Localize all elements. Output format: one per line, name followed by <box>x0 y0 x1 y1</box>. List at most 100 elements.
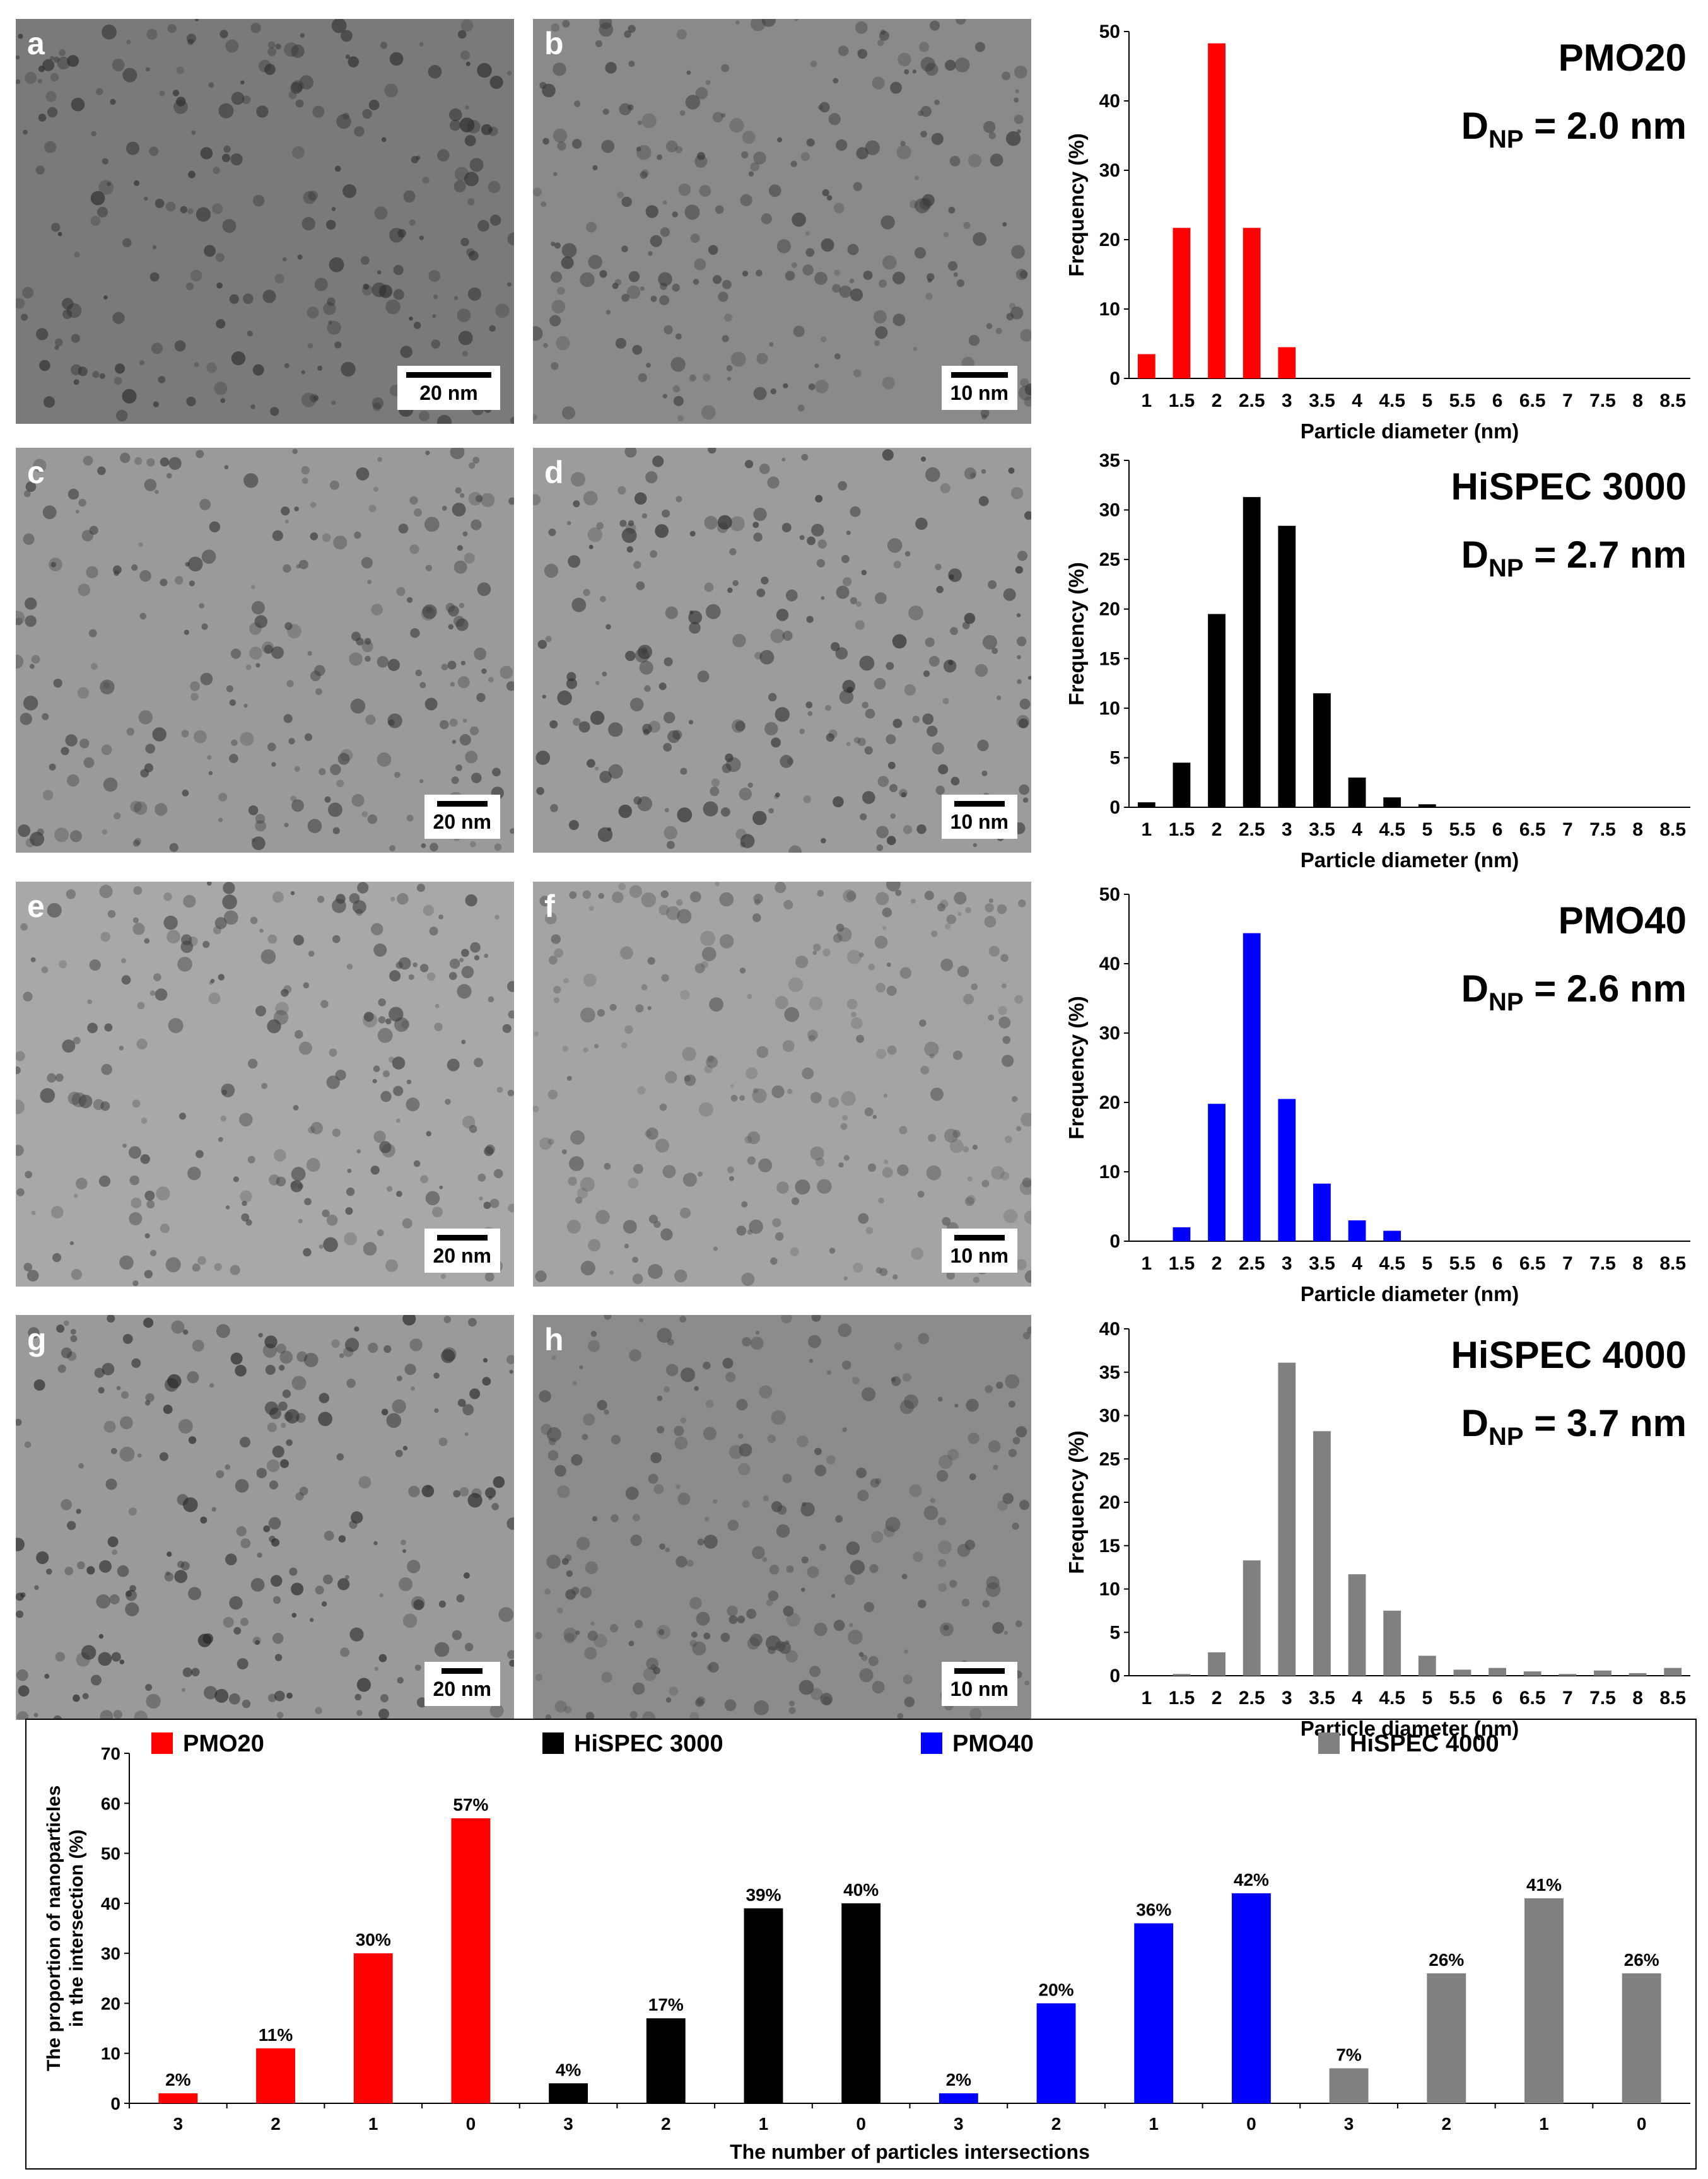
nanoparticle <box>402 1315 416 1326</box>
nanoparticle <box>557 1607 563 1614</box>
nanoparticle <box>563 978 569 984</box>
nanoparticle <box>167 24 177 33</box>
nanoparticle <box>247 1155 255 1164</box>
nanoparticle <box>839 285 852 298</box>
nanoparticle <box>453 1490 460 1498</box>
nanoparticle <box>810 61 817 67</box>
nanoparticle <box>920 456 927 462</box>
nanoparticle <box>152 727 167 742</box>
x-tick-label: 5 <box>1422 1688 1432 1709</box>
nanoparticle <box>30 663 35 669</box>
nanoparticle <box>293 935 304 946</box>
nanoparticle <box>605 310 611 315</box>
nanoparticle <box>428 270 441 282</box>
nanoparticle <box>438 1437 448 1446</box>
nanoparticle <box>966 1398 979 1412</box>
x-tick-label: 0 <box>1637 2114 1647 2134</box>
nanoparticle <box>103 1420 116 1433</box>
nanoparticle <box>826 1455 836 1465</box>
nanoparticle <box>808 1035 816 1042</box>
nanoparticle <box>1018 718 1029 728</box>
nanoparticle <box>937 1517 946 1526</box>
nanoparticle <box>700 931 715 946</box>
y-axis-label: Frequency (%) <box>1065 1430 1088 1574</box>
intersection-bar <box>256 2048 295 2103</box>
nanoparticle <box>432 314 436 318</box>
nanoparticle <box>319 1244 324 1249</box>
nanoparticle <box>291 1376 307 1391</box>
nanoparticle <box>657 1328 672 1343</box>
nanoparticle <box>449 108 462 122</box>
panel-label: e <box>27 889 45 924</box>
nanoparticle <box>666 906 681 920</box>
nanoparticle <box>392 1056 406 1070</box>
nanoparticle <box>188 170 196 178</box>
nanoparticle <box>677 909 692 924</box>
nanoparticle <box>260 949 276 964</box>
nanoparticle <box>561 243 577 259</box>
nanoparticle <box>831 642 840 651</box>
nanoparticle <box>61 1498 72 1510</box>
nanoparticle <box>753 151 766 165</box>
y-tick-label: 10 <box>1099 299 1120 320</box>
nanoparticle <box>971 983 978 990</box>
nanoparticle <box>535 1270 547 1282</box>
nanoparticle <box>851 1017 863 1029</box>
nanoparticle <box>100 932 111 942</box>
nanoparticle <box>720 807 730 817</box>
nanoparticle <box>345 1207 353 1215</box>
nanoparticle <box>419 682 426 689</box>
nanoparticle <box>483 1201 491 1209</box>
nanoparticle <box>33 1379 45 1391</box>
nanoparticle <box>347 1169 352 1173</box>
x-tick-label: 8.5 <box>1659 1688 1686 1709</box>
nanoparticle <box>572 1381 577 1386</box>
nanoparticle <box>132 1280 139 1287</box>
y-tick-label: 15 <box>1099 1536 1120 1557</box>
x-tick-label: 6.5 <box>1519 1253 1546 1274</box>
nanoparticle <box>657 1425 665 1434</box>
nanoparticle <box>964 1539 975 1550</box>
nanoparticle <box>695 87 708 100</box>
nanoparticle <box>331 207 336 211</box>
nanoparticle <box>270 1575 283 1587</box>
nanoparticle <box>231 91 245 105</box>
x-tick-label: 2 <box>1051 2114 1062 2134</box>
micrograph-a: a 20 nm <box>16 19 514 424</box>
nanoparticle <box>189 580 195 587</box>
intersection-bar <box>841 1903 881 2103</box>
nanoparticle <box>489 1703 504 1718</box>
nanoparticle <box>626 546 633 553</box>
nanoparticle <box>794 19 799 21</box>
nanoparticle <box>199 498 211 510</box>
nanoparticle <box>742 271 749 277</box>
nanoparticle <box>116 1386 121 1391</box>
nanoparticle <box>409 219 416 226</box>
x-tick-label: 6 <box>1492 819 1503 840</box>
nanoparticle <box>223 1616 234 1628</box>
nanoparticle <box>389 845 395 851</box>
nanoparticle <box>79 739 90 749</box>
nanoparticle <box>387 658 401 671</box>
nanoparticle <box>584 1647 597 1660</box>
nanoparticle <box>78 1094 93 1109</box>
nanoparticle <box>77 687 90 699</box>
nanoparticle <box>639 660 653 675</box>
nanoparticle <box>810 1688 823 1700</box>
nanoparticle <box>732 580 739 587</box>
nanoparticle <box>233 1627 242 1635</box>
intersection-bar <box>1524 1898 1564 2103</box>
nanoparticle <box>910 898 916 904</box>
nanoparticle <box>950 627 958 635</box>
nanoparticle <box>143 1317 154 1328</box>
nanoparticle <box>947 1449 959 1461</box>
nanoparticle <box>1005 1374 1020 1389</box>
nanoparticle <box>476 494 483 503</box>
nanoparticle <box>602 108 609 115</box>
scale-bar: 20 nm <box>424 1662 500 1706</box>
nanoparticle <box>345 54 350 59</box>
y-tick-label: 0 <box>1109 797 1120 818</box>
nanoparticle <box>761 576 769 585</box>
nanoparticle <box>139 570 151 582</box>
nanoparticle <box>450 448 465 460</box>
